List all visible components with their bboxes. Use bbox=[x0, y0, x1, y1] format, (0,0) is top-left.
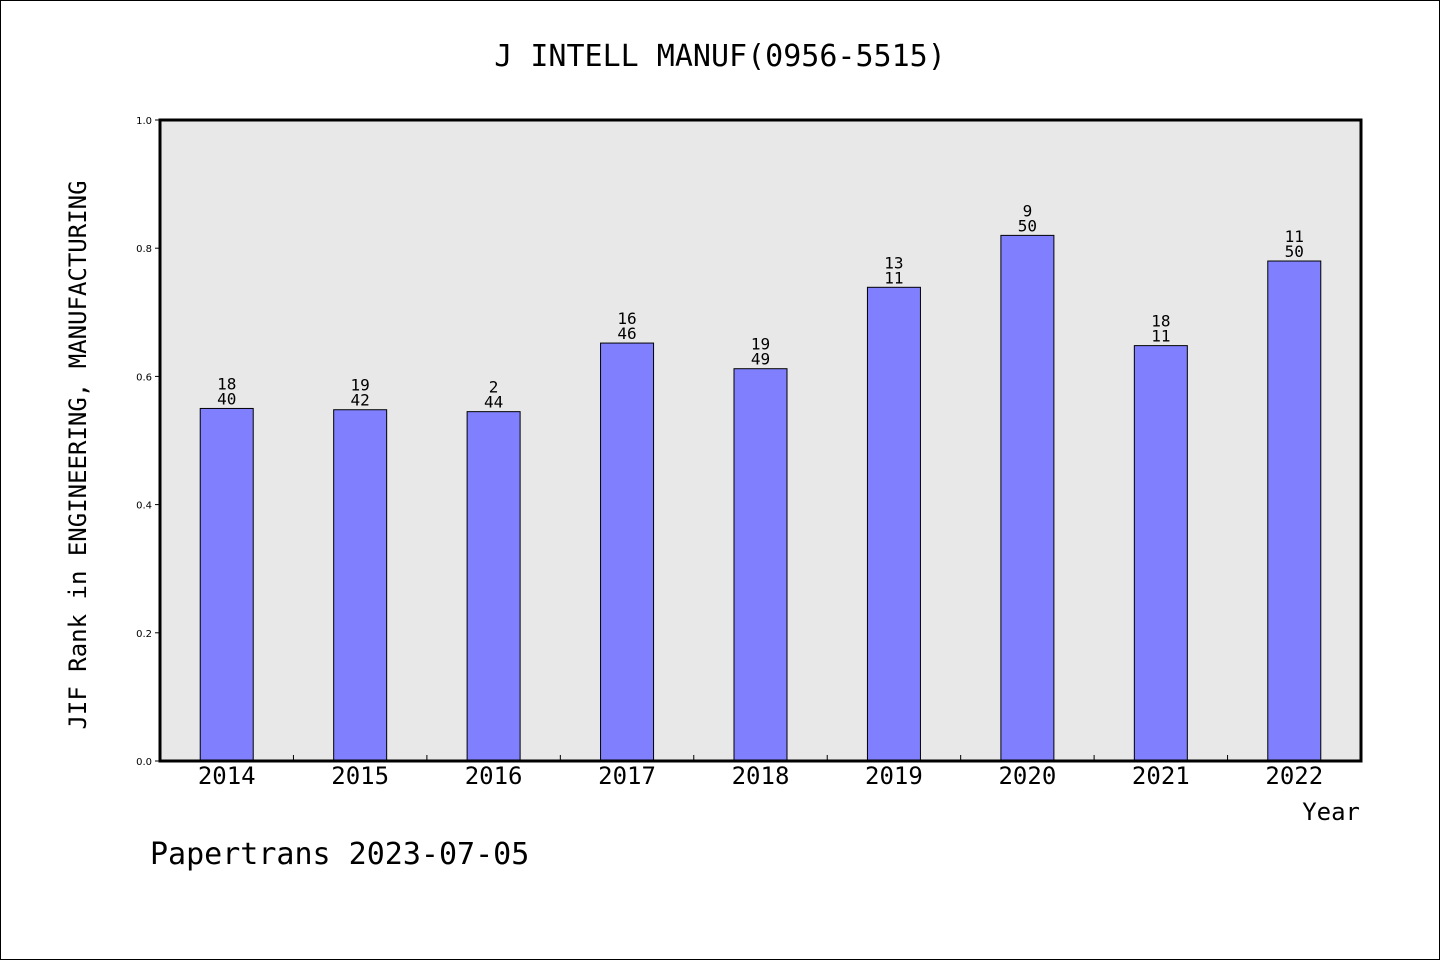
bar-label-lower-2020: 50 bbox=[1018, 216, 1037, 235]
x-tick-label-2021: 2021 bbox=[1132, 762, 1190, 790]
bar-2019 bbox=[866, 286, 921, 762]
y-axis-ticks: 0.0 0.2 0.4 0.6 0.8 1.0 bbox=[136, 116, 160, 768]
bar-label-upper-2021: 18 bbox=[1151, 312, 1170, 331]
bar-label-lower-2022: 50 bbox=[1285, 242, 1304, 261]
y-axis-label: JIF Rank in ENGINEERING, MANUFACTURING bbox=[64, 180, 92, 729]
y-tick-label: 0.4 bbox=[136, 501, 152, 512]
plot-border bbox=[158, 118, 1363, 763]
y-tick-label: 0.2 bbox=[136, 629, 152, 640]
x-tick-label-2016: 2016 bbox=[465, 762, 523, 790]
x-axis-label: Year bbox=[1302, 798, 1360, 826]
bar-label-upper-2017: 16 bbox=[617, 309, 636, 328]
bars-layer bbox=[199, 234, 1322, 762]
bar-label-upper-2018: 19 bbox=[751, 335, 770, 354]
bar-2022 bbox=[1267, 260, 1322, 762]
bar-label-upper-2014: 18 bbox=[217, 374, 236, 393]
y-tick-label: 0.8 bbox=[136, 244, 152, 255]
bar-label-upper-2015: 19 bbox=[351, 376, 370, 395]
bar-2021 bbox=[1133, 345, 1188, 762]
chart-title: J INTELL MANUF(0956-5515) bbox=[494, 39, 946, 74]
footer-source-date: Papertrans 2023-07-05 bbox=[150, 837, 529, 872]
bar-2015 bbox=[333, 409, 388, 762]
bar-label-lower-2014: 40 bbox=[217, 389, 236, 408]
x-tick-label-2019: 2019 bbox=[865, 762, 923, 790]
bar-label-upper-2020: 9 bbox=[1023, 201, 1033, 220]
bar-2014 bbox=[199, 407, 254, 762]
x-tick-label-2018: 2018 bbox=[732, 762, 790, 790]
y-tick-label: 0.6 bbox=[136, 372, 152, 383]
bar-2017 bbox=[600, 342, 655, 762]
x-tick-label-2022: 2022 bbox=[1265, 762, 1323, 790]
x-axis-ticks: 2014 2015 2016 2017 2018 2019 2020 2021 2022 bbox=[198, 755, 1323, 790]
bar-label-upper-2016: 2 bbox=[489, 378, 499, 397]
bar-label-upper-2019: 13 bbox=[884, 253, 903, 272]
x-tick-label-2017: 2017 bbox=[598, 762, 656, 790]
bar-label-upper-2022: 11 bbox=[1285, 227, 1304, 246]
y-tick-label: 0.0 bbox=[136, 757, 152, 768]
bar-2016 bbox=[466, 411, 521, 762]
bar-label-lower-2016: 44 bbox=[484, 393, 503, 412]
bar-2018 bbox=[733, 368, 788, 762]
x-tick-label-2015: 2015 bbox=[331, 762, 389, 790]
bar-2020 bbox=[1000, 234, 1055, 762]
x-tick-label-2020: 2020 bbox=[998, 762, 1056, 790]
bar-label-lower-2018: 49 bbox=[751, 350, 770, 369]
bar-label-lower-2017: 46 bbox=[617, 324, 636, 343]
x-tick-label-2014: 2014 bbox=[198, 762, 256, 790]
y-tick-label: 1.0 bbox=[136, 116, 152, 127]
bar-label-lower-2019: 11 bbox=[884, 268, 903, 287]
bar-label-lower-2015: 42 bbox=[351, 391, 370, 410]
bar-label-lower-2021: 11 bbox=[1151, 327, 1170, 346]
